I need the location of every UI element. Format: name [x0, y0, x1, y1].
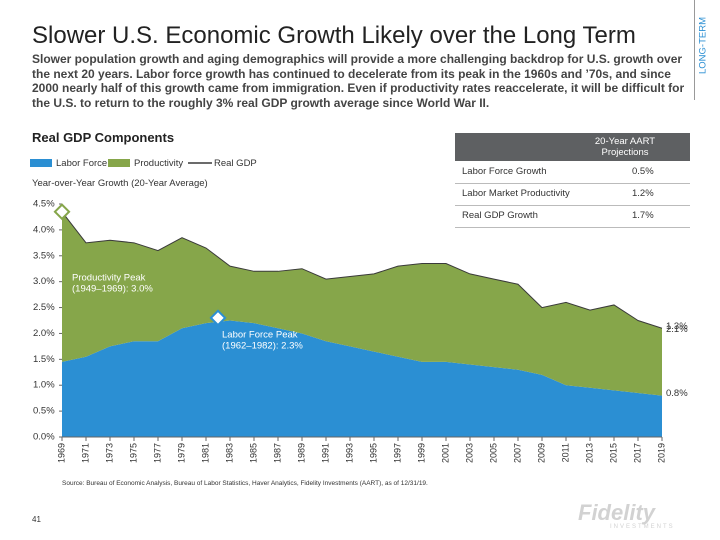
- annotation: (1962–1982): 2.3%: [222, 340, 303, 351]
- peak-marker: [209, 309, 227, 327]
- y-tick-label: 1.0%: [33, 380, 55, 391]
- table-row-value: 1.7%: [632, 210, 654, 221]
- x-tick-label: 1971: [80, 443, 90, 463]
- y-tick-label: 4.0%: [33, 224, 55, 235]
- page-number: 41: [32, 515, 41, 524]
- x-tick-label: 1973: [104, 443, 114, 463]
- y-tick-label: 4.5%: [33, 199, 55, 210]
- x-tick-label: 1997: [392, 443, 402, 463]
- legend-swatch: [30, 159, 52, 167]
- x-tick-label: 2015: [608, 443, 618, 463]
- x-tick-label: 1983: [224, 443, 234, 463]
- chart-title: Real GDP Components: [32, 130, 175, 145]
- y-tick-label: 0.5%: [33, 406, 55, 417]
- x-tick-label: 2007: [512, 443, 522, 463]
- x-tick-label: 1981: [200, 443, 210, 463]
- area: [62, 211, 662, 396]
- source: Source: Bureau of Economic Analysis, Bur…: [62, 480, 428, 487]
- table-row-rule: [455, 227, 690, 228]
- x-tick-label: 1987: [272, 443, 282, 463]
- x-tick-label: 1969: [56, 443, 66, 463]
- x-tick-label: 2017: [632, 443, 642, 463]
- annotation: (1949–1969): 3.0%: [72, 283, 153, 294]
- x-tick-label: 1985: [248, 443, 258, 463]
- table-row-value: 0.5%: [632, 166, 654, 177]
- table-header: 20-Year AART Projections: [560, 136, 690, 158]
- y-tick-label: 2.5%: [33, 302, 55, 313]
- legend-label: Productivity: [134, 158, 183, 169]
- value-label: 1.3%: [666, 321, 688, 332]
- y-tick-label: 3.5%: [33, 250, 55, 261]
- table-row-label: Labor Market Productivity: [462, 188, 570, 199]
- x-tick-label: 2019: [656, 443, 666, 463]
- y-tick-label: 2.0%: [33, 328, 55, 339]
- annotation: Labor Force Peak: [222, 329, 298, 340]
- table-header-line: 20-Year AART: [594, 136, 656, 147]
- subtitle: Slower population growth and aging demog…: [32, 52, 685, 110]
- table-row-rule: [455, 183, 690, 184]
- logo: Fidelity: [578, 500, 656, 525]
- x-tick-label: 2009: [536, 443, 546, 463]
- annotation: Productivity Peak: [72, 272, 146, 283]
- y-tick-label: 3.0%: [33, 276, 55, 287]
- x-tick-label: 1979: [176, 443, 186, 463]
- peak-marker: [53, 203, 71, 221]
- value-label: 0.8%: [666, 388, 688, 399]
- x-tick-label: 1993: [344, 443, 354, 463]
- y-tick-label: 0.0%: [33, 432, 55, 443]
- table-row-label: Labor Force Growth: [462, 166, 547, 177]
- legend-swatch: [108, 159, 130, 167]
- axis-label: Year-over-Year Growth (20-Year Average): [32, 178, 208, 189]
- line: [61, 211, 663, 329]
- x-tick-label: 1975: [128, 443, 138, 463]
- legend-label: Real GDP: [214, 158, 257, 169]
- value-label: 2.1%: [666, 324, 688, 335]
- table-header-bg: [455, 133, 690, 161]
- x-tick-label: 2013: [584, 443, 594, 463]
- x-tick-label: 1991: [320, 443, 330, 463]
- slide-title: Slower U.S. Economic Growth Likely over …: [32, 22, 636, 49]
- x-tick-label: 1977: [152, 443, 162, 463]
- x-tick-label: 2003: [464, 443, 474, 463]
- table-row-rule: [455, 205, 690, 206]
- area: [62, 320, 662, 437]
- table-row-label: Real GDP Growth: [462, 210, 538, 221]
- table-header-line: Projections: [601, 147, 649, 158]
- x-tick-label: 2011: [560, 443, 570, 462]
- x-tick-label: 1989: [296, 443, 306, 463]
- x-tick-label: 2001: [440, 443, 450, 463]
- legend-label: Labor Force: [56, 158, 107, 169]
- x-tick-label: 1999: [416, 443, 426, 463]
- logo-sub: INVESTMENTS: [610, 524, 675, 530]
- x-tick-label: 2005: [488, 443, 498, 463]
- tab-rule: [694, 0, 695, 100]
- table-row-value: 1.2%: [632, 188, 654, 199]
- y-tick-label: 1.5%: [33, 354, 55, 365]
- x-tick-label: 1995: [368, 443, 378, 463]
